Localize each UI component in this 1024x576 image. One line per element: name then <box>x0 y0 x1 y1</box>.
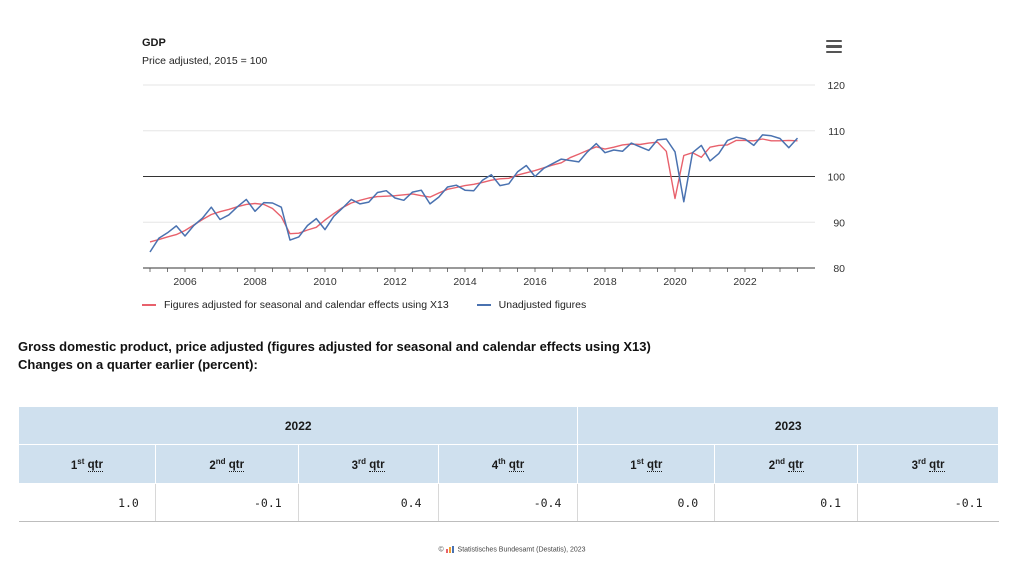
change-value-cell: 0.4 <box>298 483 439 522</box>
quarter-suffix: st <box>636 456 644 466</box>
legend-swatch-unadjusted <box>476 304 491 306</box>
quarter-number: 1 <box>630 459 637 472</box>
change-value-cell: 1.0 <box>18 483 156 522</box>
quarter-label: qtr <box>87 459 103 473</box>
copyright-symbol: © <box>438 546 444 554</box>
quarter-suffix: nd <box>215 456 226 466</box>
legend-item-unadjusted[interactable]: Unadjusted figures <box>476 299 587 311</box>
quarter-header: 3rd qtr <box>297 444 439 484</box>
x-tick-label: 2014 <box>453 276 477 288</box>
chart-subtitle: Price adjusted, 2015 = 100 <box>142 55 268 67</box>
y-tick-label: 90 <box>833 217 845 229</box>
table-heading: Gross domestic product, price adjusted (… <box>18 338 651 374</box>
series-line-adjusted <box>149 138 798 243</box>
x-tick-label: 2016 <box>523 276 547 288</box>
footer-text: Statistisches Bundesamt (Destatis), 2023 <box>457 546 586 554</box>
quarter-label: qtr <box>929 459 945 473</box>
quarter-suffix: rd <box>917 456 926 466</box>
quarter-header: 2nd qtr <box>154 444 299 484</box>
x-tick-label: 2018 <box>593 276 617 288</box>
quarter-label: qtr <box>369 459 385 473</box>
x-tick-label: 2008 <box>243 276 267 288</box>
y-tick-label: 80 <box>833 263 845 275</box>
change-value-cell: -0.1 <box>857 483 999 522</box>
quarter-suffix: th <box>498 456 506 466</box>
legend-swatch-adjusted <box>142 304 156 306</box>
change-value-cell: -0.4 <box>438 483 579 522</box>
table-heading-line1: Gross domestic product, price adjusted (… <box>18 339 651 354</box>
quarter-label: qtr <box>228 459 245 473</box>
y-tick-label: 100 <box>827 172 845 184</box>
year-header-2022: 2022 <box>17 406 579 445</box>
y-tick-label: 120 <box>827 80 845 92</box>
quarter-suffix: rd <box>358 456 367 466</box>
quarter-number: 3 <box>911 459 918 472</box>
series-line-unadjusted <box>149 134 799 253</box>
quarter-label: qtr <box>508 459 525 473</box>
quarter-number: 2 <box>209 459 216 472</box>
quarter-number: 4 <box>491 459 499 472</box>
gdp-chart: GDP Price adjusted, 2015 = 100 80 90 100 11… <box>142 37 845 311</box>
x-tick-label: 2020 <box>663 276 687 288</box>
change-value-cell: -0.1 <box>155 483 299 522</box>
quarter-header: 3rd qtr <box>857 444 999 484</box>
quarter-label: qtr <box>788 459 804 473</box>
gdp-change-table: 2022 2023 1st qtr 2nd qtr 3rd qtr 4th qtr 1s… <box>17 406 999 522</box>
quarter-suffix: st <box>77 456 85 466</box>
chart-plot: 80 90 100 110 120 2006 2008 2010 2012 2014 2016 201… <box>143 80 845 288</box>
quarter-label: qtr <box>647 459 663 473</box>
x-tick-label: 2022 <box>733 276 757 288</box>
legend-label-adjusted: Figures adjusted for seasonal and calend… <box>164 299 449 311</box>
change-value-cell: 0.1 <box>714 483 859 522</box>
x-tick-label: 2010 <box>313 276 337 288</box>
quarter-number: 1 <box>70 459 78 472</box>
year-header-2023: 2023 <box>577 406 999 445</box>
x-tick-label: 2006 <box>173 276 197 288</box>
x-tick-label: 2012 <box>383 276 407 288</box>
y-tick-label: 110 <box>828 126 845 138</box>
quarter-header: 1st qtr <box>18 444 156 484</box>
chart-title: GDP <box>142 37 166 49</box>
quarter-suffix: nd <box>775 456 785 466</box>
destatis-logo-icon <box>445 546 454 553</box>
quarter-header: 4th qtr <box>437 444 579 484</box>
quarter-number: 2 <box>768 459 776 472</box>
quarter-header: 2nd qtr <box>714 444 859 484</box>
legend-label-unadjusted: Unadjusted figures <box>498 299 587 311</box>
hamburger-menu-icon[interactable] <box>826 40 842 54</box>
legend-item-adjusted[interactable]: Figures adjusted for seasonal and calend… <box>142 299 449 311</box>
chart-legend: Figures adjusted for seasonal and calend… <box>142 299 614 311</box>
quarter-header: 1st qtr <box>577 444 716 484</box>
footer-copyright: © Statistisches Bundesamt (Destatis), 20… <box>0 546 1024 553</box>
quarter-number: 3 <box>351 459 359 472</box>
change-value-cell: 0.0 <box>577 483 716 522</box>
table-heading-line2: Changes on a quarter earlier (percent): <box>18 357 258 372</box>
